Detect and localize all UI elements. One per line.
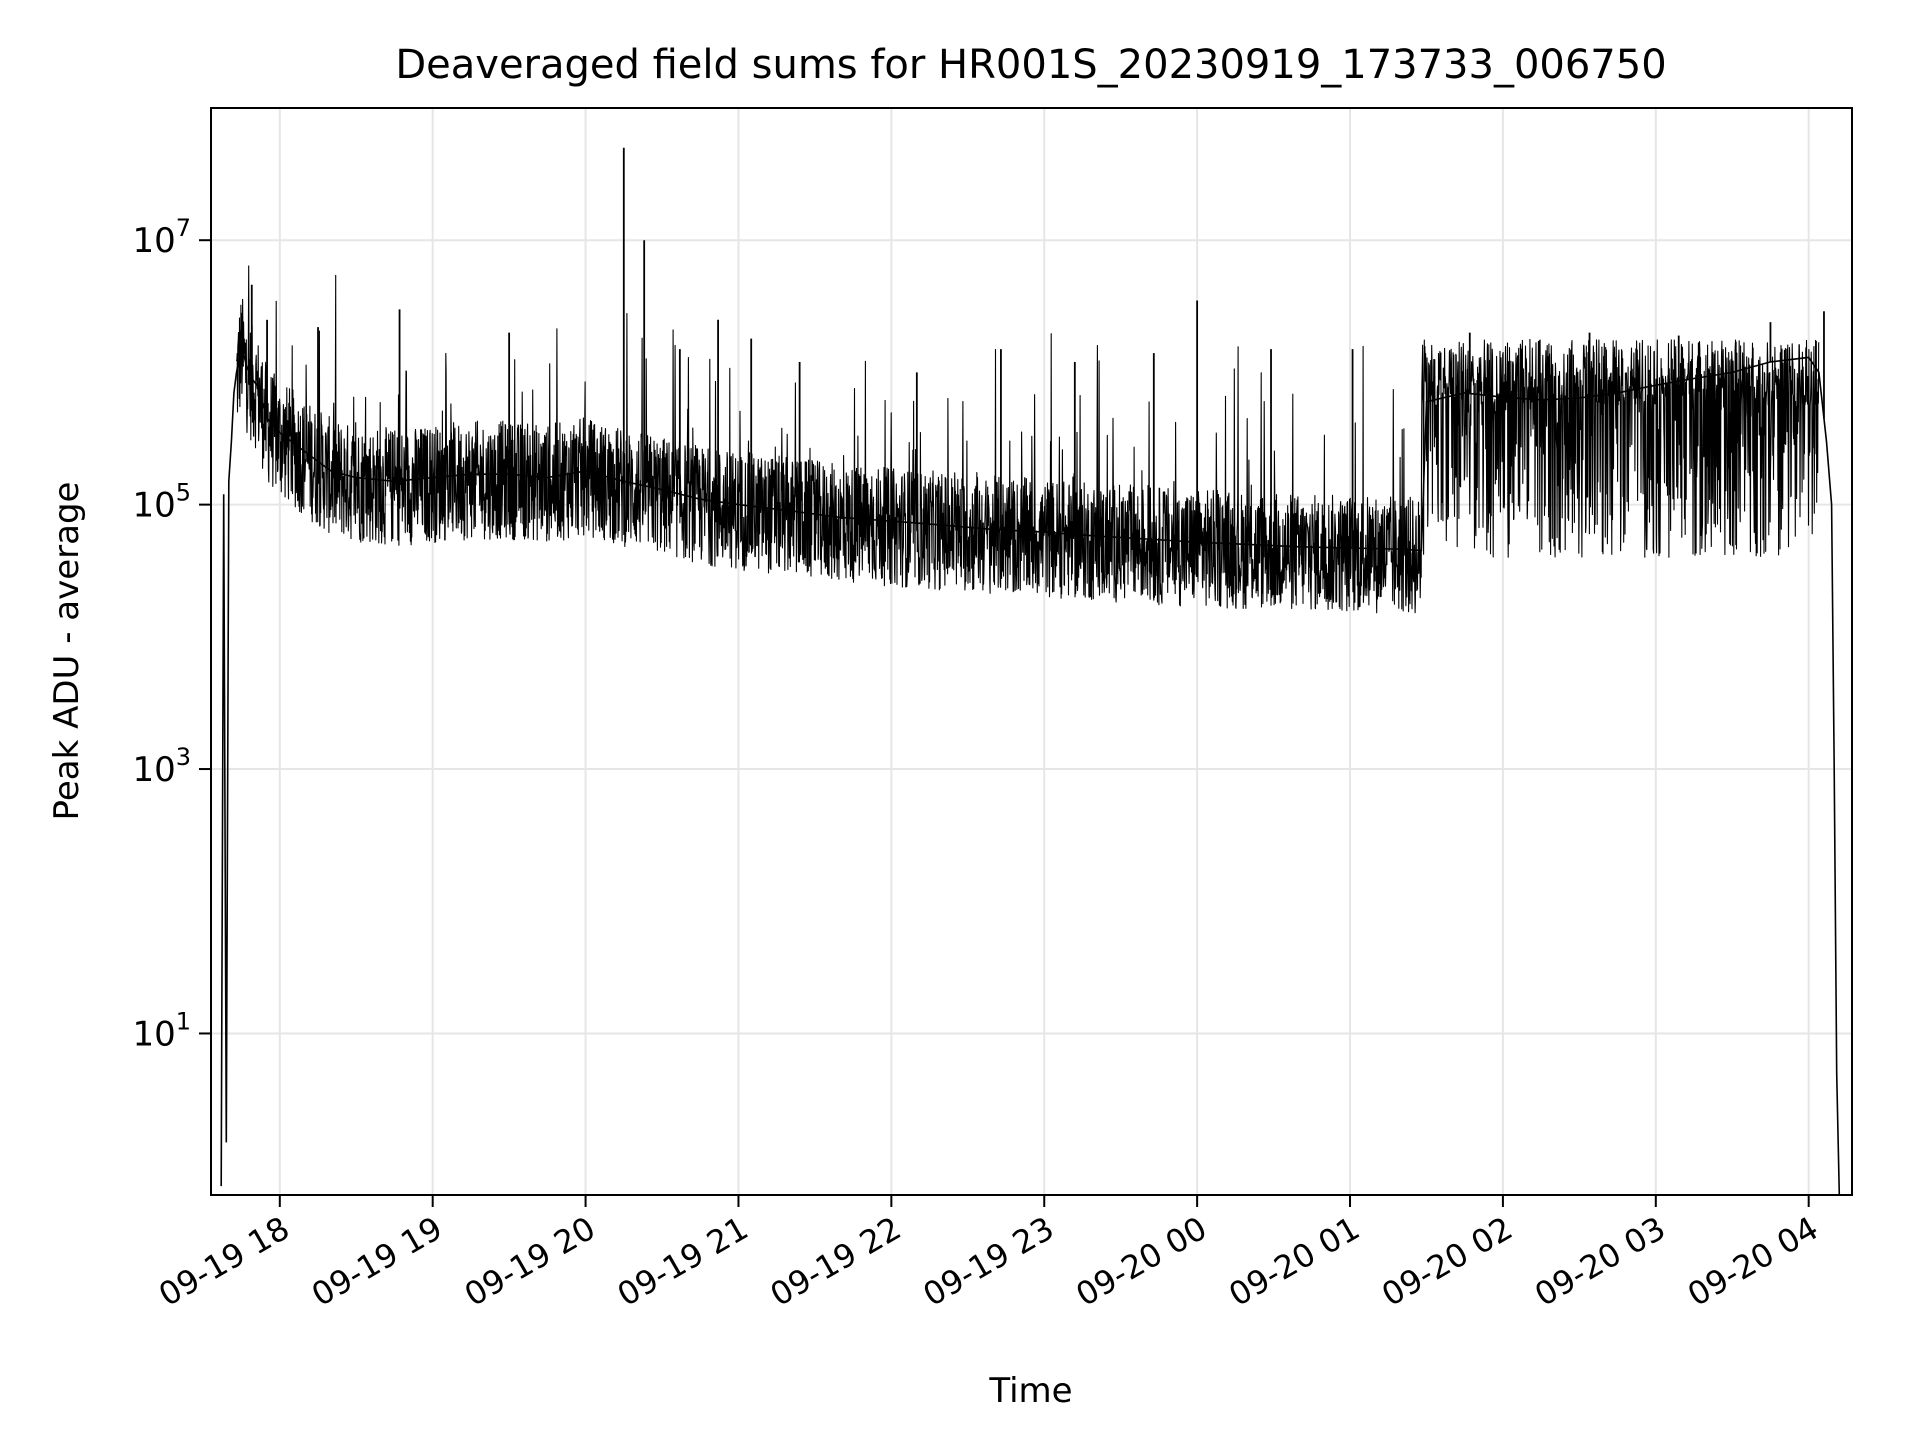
y-tick-exponent: 1 <box>176 1007 191 1035</box>
x-axis-label: Time <box>988 1371 1072 1411</box>
y-tick-label: 101 <box>132 1007 191 1054</box>
series-line <box>220 345 1841 1196</box>
y-axis-label: Peak ADU - average <box>47 482 87 821</box>
y-tick-exponent: 5 <box>176 479 191 507</box>
chart-title: Deaveraged field sums for HR001S_2023091… <box>395 42 1666 88</box>
noise-trace <box>235 265 1820 614</box>
y-tick-base: 10 <box>132 486 175 526</box>
plot-frame <box>210 107 1853 1196</box>
y-tick-label: 103 <box>132 743 191 790</box>
y-tick-base: 10 <box>132 750 175 790</box>
noise-band <box>235 265 1820 614</box>
y-tick-label: 107 <box>132 214 191 261</box>
y-tick-label: 105 <box>132 479 191 526</box>
y-tick-exponent: 7 <box>176 214 191 242</box>
y-tick-base: 10 <box>132 221 175 261</box>
y-tick-exponent: 3 <box>176 743 191 771</box>
y-tick-base: 10 <box>132 1014 175 1054</box>
series-group <box>220 147 1841 1196</box>
